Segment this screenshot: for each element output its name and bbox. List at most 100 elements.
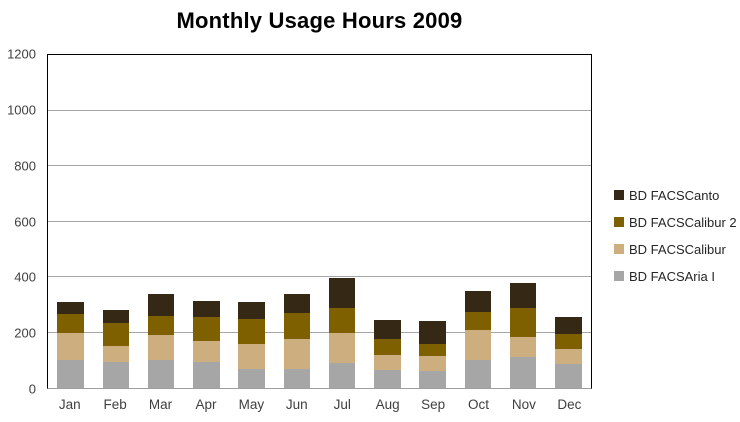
bar-segment (147, 360, 175, 388)
stacked-bar (555, 55, 582, 388)
legend-item: BD FACSCanto (614, 187, 737, 203)
bar-feb (93, 55, 138, 388)
x-tick-label-jan: Jan (58, 397, 81, 412)
bar-segment (102, 346, 130, 362)
x-tick-label-aug: Aug (375, 397, 400, 412)
bar-jan (48, 55, 93, 388)
x-tick-label-mar: Mar (148, 397, 173, 412)
bar-segment (102, 322, 130, 347)
bar-segment (147, 293, 175, 316)
bars (48, 55, 591, 388)
bar-segment (102, 310, 130, 323)
x-tick-label-apr: Apr (195, 397, 217, 412)
x-tick-label-nov: Nov (511, 397, 536, 412)
bar-apr (184, 55, 229, 388)
bar-segment (238, 343, 265, 369)
bar-may (229, 55, 274, 388)
stacked-bar (102, 55, 130, 388)
bar-segment (57, 301, 84, 315)
bar-segment (147, 315, 175, 336)
bar-segment (464, 360, 492, 388)
bar-segment (555, 333, 582, 350)
x-tick-label-feb: Feb (103, 397, 127, 412)
bar-segment (555, 349, 582, 365)
y-axis-labels: 0 200 400 600 800 1000 1200 (0, 48, 36, 396)
y-tick-label-200: 200 (14, 325, 36, 341)
legend: BD FACSCanto BD FACSCalibur 2 BD FACSCalib… (614, 187, 737, 284)
bar-segment (328, 307, 356, 333)
bar-segment (193, 317, 220, 341)
x-tick-label-jul: Jul (333, 397, 351, 412)
bar-segment (509, 336, 537, 358)
x-axis-labels: Jan Feb Mar Apr May Jun Jul Aug Sep Oct Nov Dec (47, 397, 592, 412)
bar-jun (274, 55, 319, 388)
bar-sep (410, 55, 455, 388)
bar-jul (320, 55, 365, 388)
gridline-200 (48, 331, 591, 333)
legend-swatch-icon (614, 217, 624, 227)
gridlines (48, 55, 591, 388)
bar-segment (238, 368, 265, 388)
legend-item: BD FACSCalibur (614, 241, 737, 257)
stacked-bar (464, 55, 492, 388)
bar-mar (139, 55, 184, 388)
gridline-400 (48, 276, 591, 277)
bar-dec (546, 55, 591, 388)
bar-segment (283, 339, 311, 369)
bar-segment (283, 368, 311, 388)
bar-segment (328, 332, 356, 364)
y-tick-label-1000: 1000 (7, 102, 36, 118)
stacked-bar (193, 55, 220, 388)
bar-segment (193, 300, 220, 318)
legend-label: BD FACSCalibur (629, 241, 726, 257)
stacked-bar (57, 55, 84, 388)
stacked-bar (374, 55, 401, 388)
stacked-bar (283, 55, 311, 388)
bar-segment (555, 364, 582, 388)
bar-segment (374, 339, 401, 355)
legend-swatch-icon (614, 244, 624, 254)
bar-segment (419, 356, 446, 372)
bar-aug (365, 55, 410, 388)
legend-item: BD FACSAria I (614, 268, 737, 284)
bar-segment (509, 307, 537, 337)
x-tick-label-jun: Jun (285, 397, 308, 412)
y-tick-label-1200: 1200 (7, 46, 36, 62)
bar-segment (57, 314, 84, 333)
bar-segment (555, 317, 582, 334)
bar-segment (57, 360, 84, 388)
legend-label: BD FACSCalibur 2 (629, 214, 737, 230)
bar-segment (57, 332, 84, 361)
bar-segment (283, 293, 311, 314)
stacked-bar (509, 55, 537, 388)
legend-label: BD FACSCanto (629, 187, 720, 203)
x-tick-label-may: May (238, 397, 265, 412)
stacked-bar (147, 55, 175, 388)
bar-segment (419, 371, 446, 388)
legend-label: BD FACSAria I (629, 268, 715, 284)
bar-segment (374, 320, 401, 340)
stacked-bar (328, 55, 356, 388)
stacked-bar (419, 55, 446, 388)
legend-swatch-icon (614, 190, 624, 200)
bar-nov (501, 55, 546, 388)
y-tick-label-600: 600 (14, 214, 36, 229)
bar-segment (419, 343, 446, 357)
bar-segment (464, 311, 492, 330)
bar-segment (238, 302, 265, 319)
bar-segment (283, 313, 311, 340)
bar-segment (464, 290, 492, 312)
bar-segment (193, 340, 220, 362)
plot-area (47, 54, 592, 389)
chart-title: Monthly Usage Hours 2009 (176, 8, 463, 33)
legend-item: BD FACSCalibur 2 (614, 214, 737, 230)
bar-segment (509, 282, 537, 308)
bar-oct (455, 55, 500, 388)
gridline-600 (48, 220, 591, 222)
stacked-bar (238, 55, 265, 388)
gridline-800 (48, 165, 591, 166)
bar-segment (102, 361, 130, 388)
y-tick-label-0: 0 (28, 381, 36, 397)
bar-segment (464, 329, 492, 361)
